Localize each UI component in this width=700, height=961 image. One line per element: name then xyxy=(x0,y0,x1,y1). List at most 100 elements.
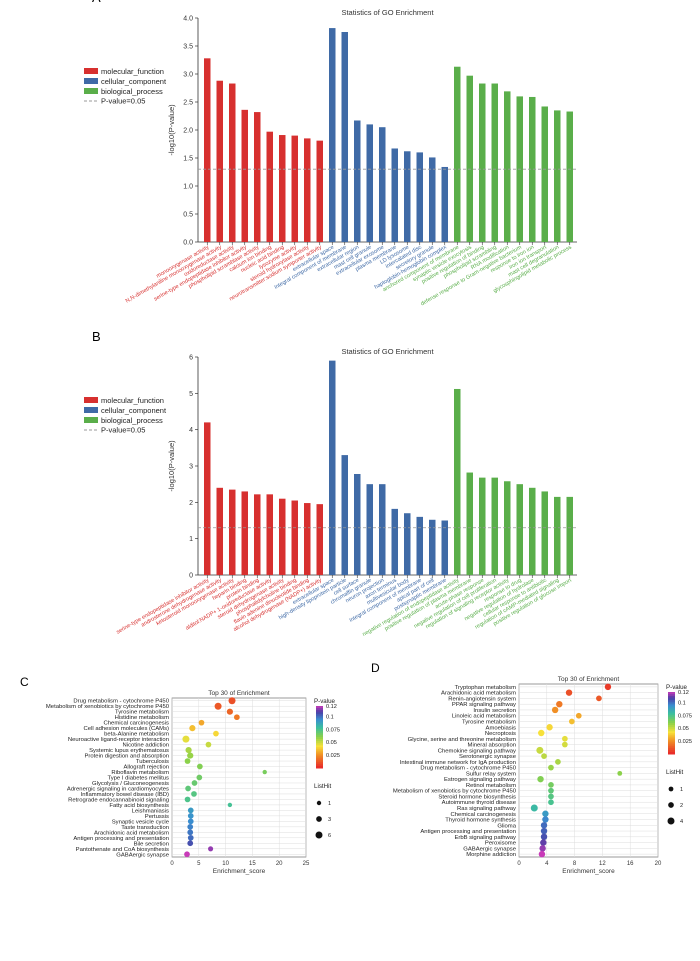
term-label: Metabolism of xenobiotics by cytochrome … xyxy=(393,789,517,795)
x-tick-label: 20 xyxy=(276,861,283,867)
bar xyxy=(516,484,523,575)
term-label: Amoebiasis xyxy=(486,725,517,731)
bar xyxy=(204,422,211,575)
term-label: Systemic lupus erythematosus xyxy=(89,748,169,754)
bar xyxy=(391,148,398,242)
colorbar-segment xyxy=(668,731,675,734)
dot xyxy=(596,695,602,702)
chart-title: Statistics of GO Enrichment xyxy=(341,347,434,356)
term-label: Drug metabolism - cytochrome P450 xyxy=(73,699,169,705)
colorbar-segment xyxy=(316,765,323,769)
colorbar-segment xyxy=(316,722,323,726)
dot xyxy=(184,796,191,803)
bar xyxy=(441,166,448,242)
dot xyxy=(551,706,559,714)
colorbar-segment xyxy=(316,755,323,759)
term-label: Insulin secretion xyxy=(473,708,516,714)
y-tick-label: 4.0 xyxy=(183,16,193,23)
dot xyxy=(184,851,190,858)
y-tick-label: 0.0 xyxy=(183,240,193,247)
legend-swatch xyxy=(84,417,98,423)
term-label: Retrograde endocannabinoid signaling xyxy=(68,797,169,803)
dot xyxy=(189,725,196,732)
colorbar-segment xyxy=(668,700,675,703)
colorbar-segment xyxy=(668,692,675,695)
legend-swatch xyxy=(84,88,98,94)
colorbar-tick-label: 0.12 xyxy=(326,704,337,710)
term-label: Thyroid hormone synthesis xyxy=(445,818,516,824)
term-label: Serotonergic synapse xyxy=(459,754,517,760)
term-label: GABAergic synapse xyxy=(463,846,516,852)
bar xyxy=(441,520,448,575)
x-tick-label: 0 xyxy=(170,861,174,867)
term-label: ErbB signaling pathway xyxy=(454,835,516,841)
bar xyxy=(529,96,536,243)
bar xyxy=(479,83,486,243)
colorbar-segment xyxy=(316,757,323,761)
dot xyxy=(542,816,549,823)
legend-swatch xyxy=(84,397,98,403)
term-label: Allograft rejection xyxy=(123,765,169,771)
y-tick-label: 4 xyxy=(189,427,193,434)
dot xyxy=(536,746,544,754)
term-label: Morphine addiction xyxy=(466,852,516,858)
term-label: Chemical carcinogenesis xyxy=(451,812,517,818)
bar xyxy=(454,388,461,575)
x-tick-label: 10 xyxy=(222,861,229,867)
dot xyxy=(604,683,612,691)
colorbar-tick-label: 0.1 xyxy=(326,714,334,720)
term-label: Riboflavin metabolism xyxy=(111,770,169,776)
term-label: Peroxisome xyxy=(485,841,517,847)
term-label: Steroid hormone biosynthesis xyxy=(438,794,516,800)
colorbar-segment xyxy=(316,708,323,711)
dot xyxy=(540,827,548,835)
y-tick-label: 0.5 xyxy=(183,212,193,219)
legend-label: cellular_component xyxy=(101,406,167,415)
bar xyxy=(229,489,236,575)
term-label: Intestinal immune network for IgA produc… xyxy=(400,760,516,766)
bar xyxy=(316,504,323,575)
dot xyxy=(198,719,205,726)
dot xyxy=(187,813,194,819)
bar xyxy=(254,112,261,242)
colorbar-tick-label: 0.025 xyxy=(678,739,692,745)
listhit-dot xyxy=(668,786,674,792)
dot xyxy=(546,724,553,731)
colorbar-segment xyxy=(316,745,323,748)
bar xyxy=(429,157,436,242)
legend-threshold-label: P-value=0.05 xyxy=(101,426,145,435)
dot xyxy=(555,758,561,765)
chart-title: Statistics of GO Enrichment xyxy=(341,8,434,17)
dot xyxy=(548,793,554,800)
colorbar-segment xyxy=(316,759,323,763)
y-tick-label: 1 xyxy=(189,536,193,543)
dot xyxy=(228,697,236,705)
term-label: Necroptosis xyxy=(485,731,516,737)
bar xyxy=(454,66,461,242)
bar xyxy=(416,152,423,242)
x-tick-label: 15 xyxy=(249,861,256,867)
colorbar-segment xyxy=(316,751,323,755)
bar xyxy=(391,508,398,575)
dot xyxy=(538,729,545,737)
legend-swatch xyxy=(84,407,98,413)
dot xyxy=(530,804,538,812)
bar xyxy=(254,494,261,575)
dot xyxy=(187,823,194,830)
chart-title: Top 30 of Enrichment xyxy=(208,690,270,697)
bar xyxy=(491,477,498,575)
listhit-label: 1 xyxy=(328,801,331,807)
term-label: Synaptic vesicle cycle xyxy=(112,819,170,825)
bar xyxy=(554,496,561,575)
bar xyxy=(541,106,548,242)
x-tick-label: 8 xyxy=(573,861,577,867)
colorbar-segment xyxy=(316,716,323,719)
bar xyxy=(354,120,361,242)
bar xyxy=(291,500,298,575)
x-tick-label: 20 xyxy=(655,861,662,867)
colorbar-tick-label: 0.075 xyxy=(678,713,692,719)
dot xyxy=(234,714,240,721)
bar xyxy=(341,32,348,242)
term-label: Neuroactive ligand-receptor interaction xyxy=(68,737,169,743)
